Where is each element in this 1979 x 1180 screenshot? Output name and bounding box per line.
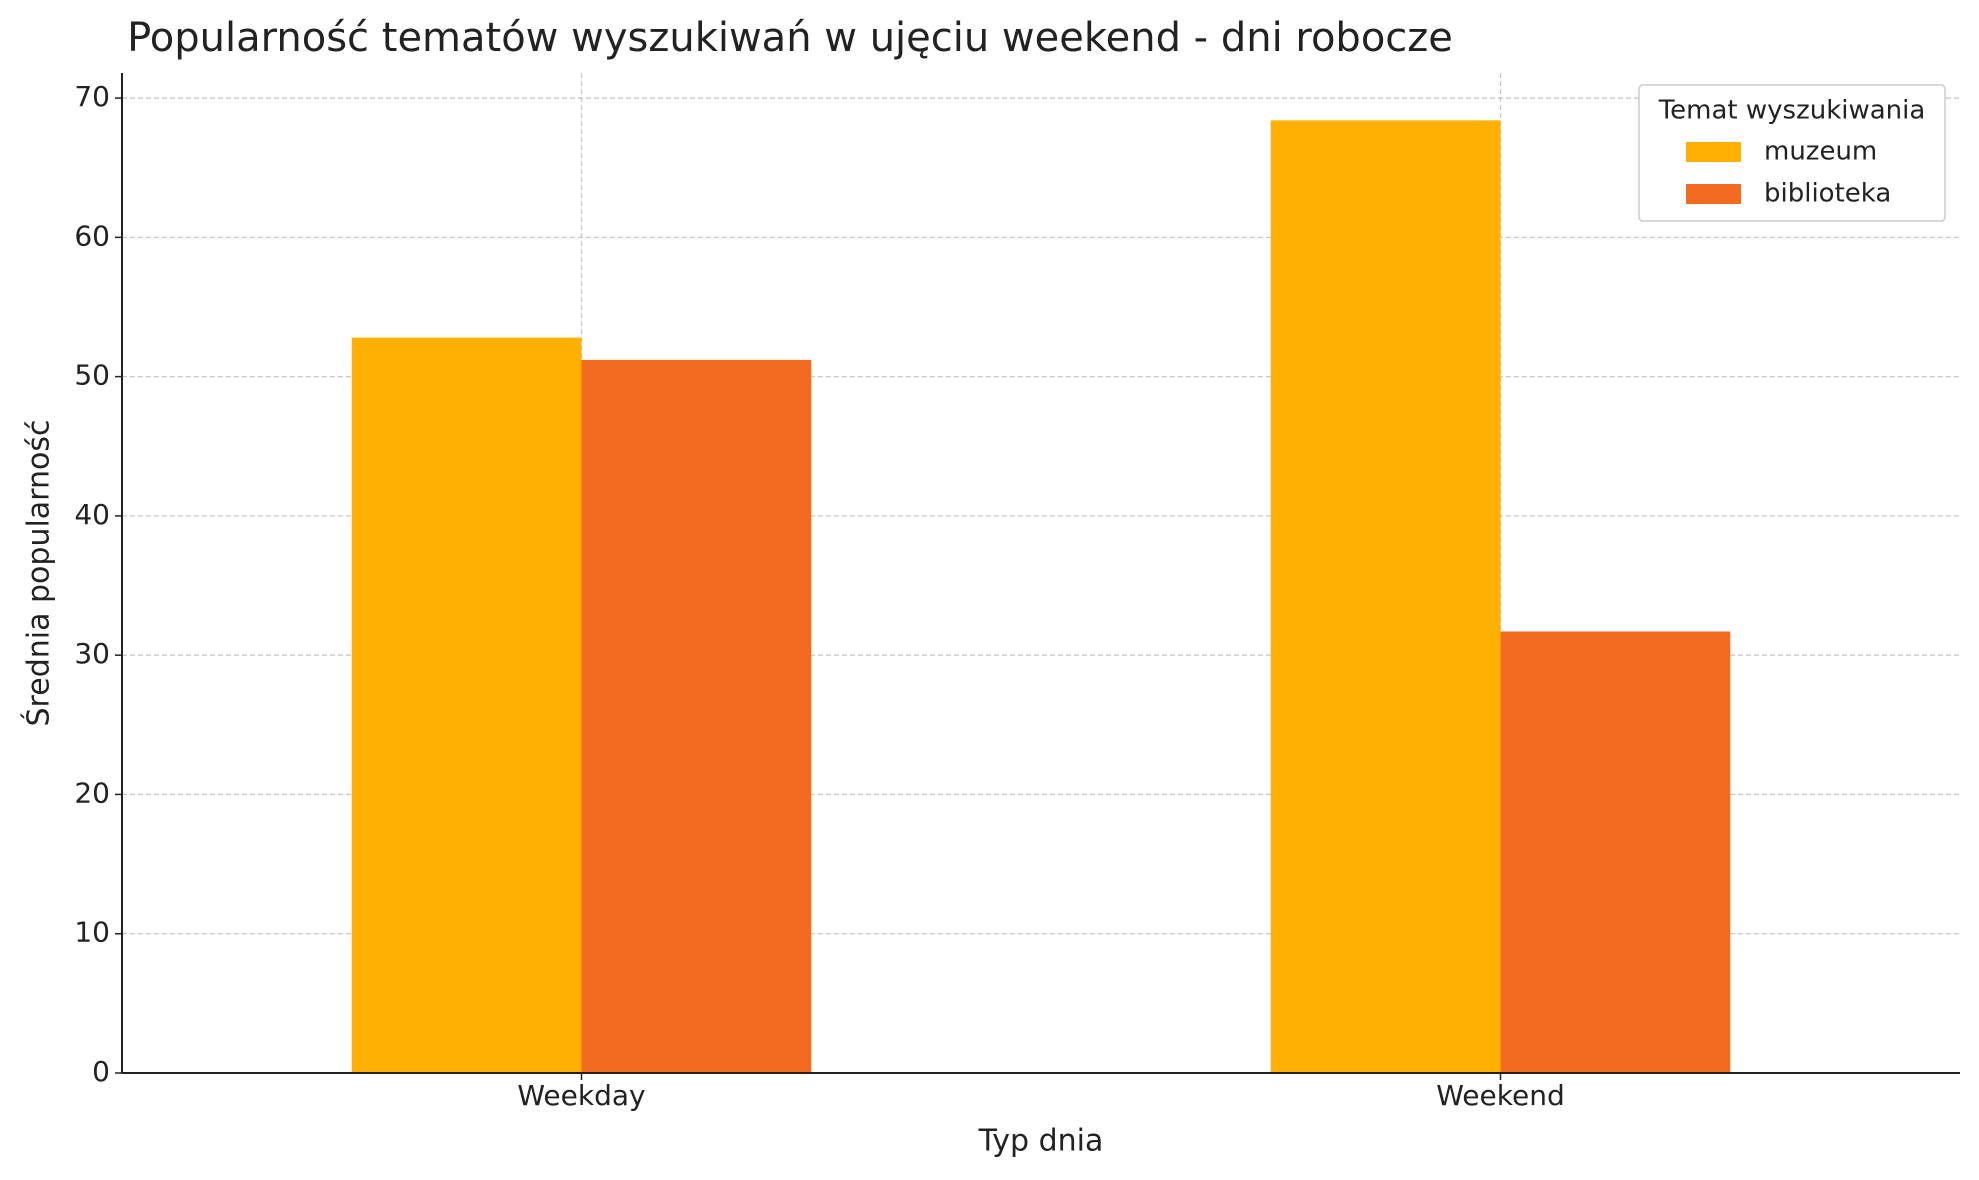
y-tick-label: 70 <box>74 80 110 113</box>
y-axis-label: Średnia popularność <box>20 420 57 727</box>
x-tick-label: Weekend <box>1436 1079 1564 1112</box>
y-tick-label: 20 <box>74 776 110 809</box>
y-tick-label: 60 <box>74 219 110 252</box>
y-tick-label: 0 <box>92 1055 110 1088</box>
legend-swatch <box>1686 142 1741 162</box>
y-tick-label: 50 <box>74 359 110 392</box>
y-tick-label: 30 <box>74 637 110 670</box>
bar <box>1270 120 1501 1073</box>
legend-title: Temat wyszukiwania <box>1658 96 1926 126</box>
legend-label: muzeum <box>1764 137 1877 167</box>
legend-label: biblioteka <box>1764 179 1891 209</box>
chart-title: Popularność tematów wyszukiwań w ujęciu … <box>127 15 1453 61</box>
bar <box>351 337 582 1073</box>
y-tick-label: 10 <box>74 916 110 949</box>
x-tick-label: Weekday <box>517 1079 645 1112</box>
legend-swatch <box>1686 184 1741 204</box>
bar <box>1500 631 1731 1073</box>
bar <box>581 359 812 1073</box>
y-tick-label: 40 <box>74 498 110 531</box>
x-axis-label: Typ dnia <box>978 1124 1104 1159</box>
